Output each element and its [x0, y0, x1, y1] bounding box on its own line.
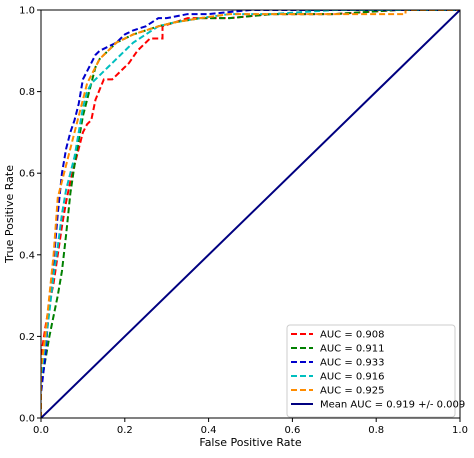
axes: 0.0 0.2 0.4 0.6 0.8 1.0 0.0 0.2 0.4 0.6 0.8 1.0 — [19, 6, 468, 437]
x-tick-label: 0.8 — [368, 425, 384, 436]
series-group — [41, 10, 460, 418]
series-line-5 — [41, 10, 460, 418]
x-tick-label: 0.4 — [201, 425, 217, 436]
legend-entry-1: AUC = 0.908 — [320, 330, 385, 341]
x-tick-label: 0.0 — [33, 425, 49, 436]
x-tick-label: 0.6 — [284, 425, 300, 436]
axes-frame — [40, 9, 461, 419]
y-tick-label: 0.8 — [19, 87, 35, 98]
series-line-1 — [41, 10, 460, 418]
x-axis-label: False Positive Rate — [199, 436, 301, 449]
legend-entry-4: AUC = 0.916 — [320, 372, 385, 383]
legend-entry-6: Mean AUC = 0.919 +/- 0.009 — [320, 400, 465, 411]
series-line-3 — [41, 10, 460, 418]
legend-entry-2: AUC = 0.911 — [320, 344, 385, 355]
y-axis-label: True Positive Rate — [3, 165, 16, 264]
x-tick-label: 1.0 — [452, 425, 468, 436]
y-tick-label: 0.0 — [19, 414, 35, 425]
y-tick-label: 0.6 — [19, 169, 35, 180]
y-tick-label: 1.0 — [19, 6, 35, 17]
x-tick-label: 0.2 — [117, 425, 133, 436]
legend-entry-5: AUC = 0.925 — [320, 386, 385, 397]
y-tick-label: 0.2 — [19, 332, 35, 343]
y-tick-label: 0.4 — [19, 250, 35, 261]
legend: AUC = 0.908 AUC = 0.911 AUC = 0.933 AUC = 0… — [286, 324, 465, 418]
legend-box — [286, 324, 456, 418]
series-line-4 — [41, 10, 460, 418]
series-line-2 — [41, 10, 460, 418]
plot-area — [41, 10, 460, 418]
series-line-6 — [41, 10, 460, 418]
legend-entry-3: AUC = 0.933 — [320, 358, 385, 369]
